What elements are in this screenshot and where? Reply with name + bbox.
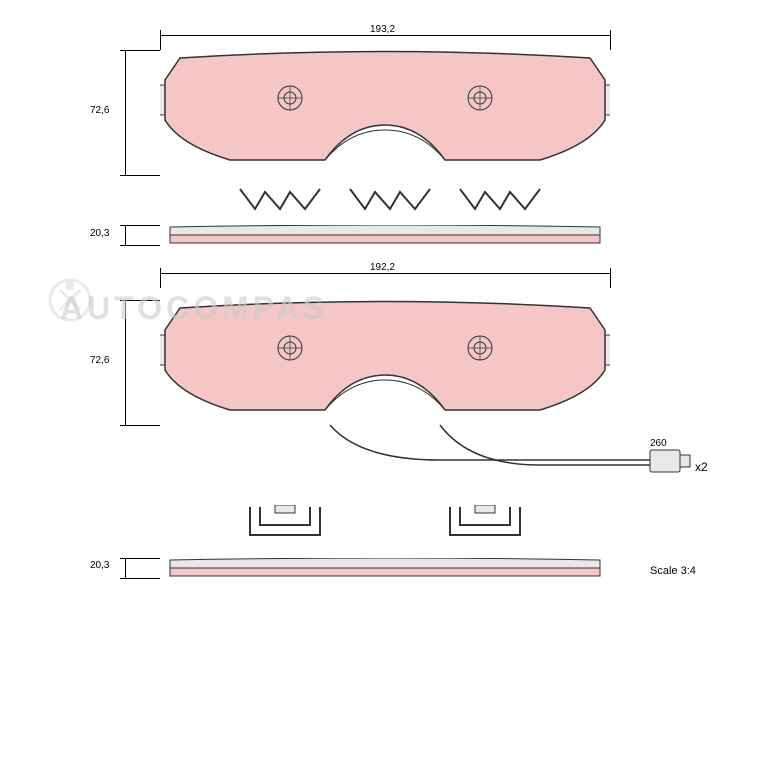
edge-view-bottom <box>160 558 610 578</box>
edge-svg <box>160 225 610 245</box>
springs2-svg <box>160 505 610 540</box>
dim-top-width: 193,2 <box>370 24 395 35</box>
ext-line <box>120 300 160 301</box>
wear-sensor-wires <box>160 420 720 490</box>
edge-svg <box>160 558 610 578</box>
dim-top-thick: 20,3 <box>90 228 109 239</box>
edge-view-top <box>160 225 610 245</box>
wires-svg <box>160 420 720 490</box>
dim-line <box>160 273 610 274</box>
quantity-label: x2 <box>695 460 708 474</box>
dim-line <box>160 35 610 36</box>
dim-line <box>125 50 126 175</box>
watermark-icon <box>40 270 100 330</box>
diagram-canvas: 193,2 72,6 <box>10 10 763 763</box>
dim-line <box>125 225 126 245</box>
dim-bottom-thick: 20,3 <box>90 560 109 571</box>
dim-top-height: 72,6 <box>90 105 109 116</box>
brake-pad-mid <box>160 300 610 425</box>
springs-svg <box>160 184 610 216</box>
dim-mid-height: 72,6 <box>90 355 109 366</box>
ext-line <box>610 268 611 288</box>
ext-line <box>160 30 161 50</box>
spring-clips-bottom <box>160 505 610 540</box>
dim-mid-width: 192,2 <box>370 262 395 273</box>
ext-line <box>120 558 160 559</box>
dim-wire-length: 260 <box>650 438 667 449</box>
ext-line <box>120 225 160 226</box>
brake-pad-top <box>160 50 610 175</box>
dim-line <box>125 300 126 425</box>
ext-line <box>120 245 160 246</box>
pad-svg <box>160 50 610 175</box>
ext-line <box>120 50 160 51</box>
ext-line <box>120 175 160 176</box>
scale-label: Scale 3:4 <box>650 565 696 577</box>
spring-clips-top <box>160 184 610 216</box>
ext-line <box>120 425 160 426</box>
ext-line <box>160 268 161 288</box>
dim-line <box>125 558 126 578</box>
ext-line <box>610 30 611 50</box>
pad-svg <box>160 300 610 425</box>
ext-line <box>120 578 160 579</box>
